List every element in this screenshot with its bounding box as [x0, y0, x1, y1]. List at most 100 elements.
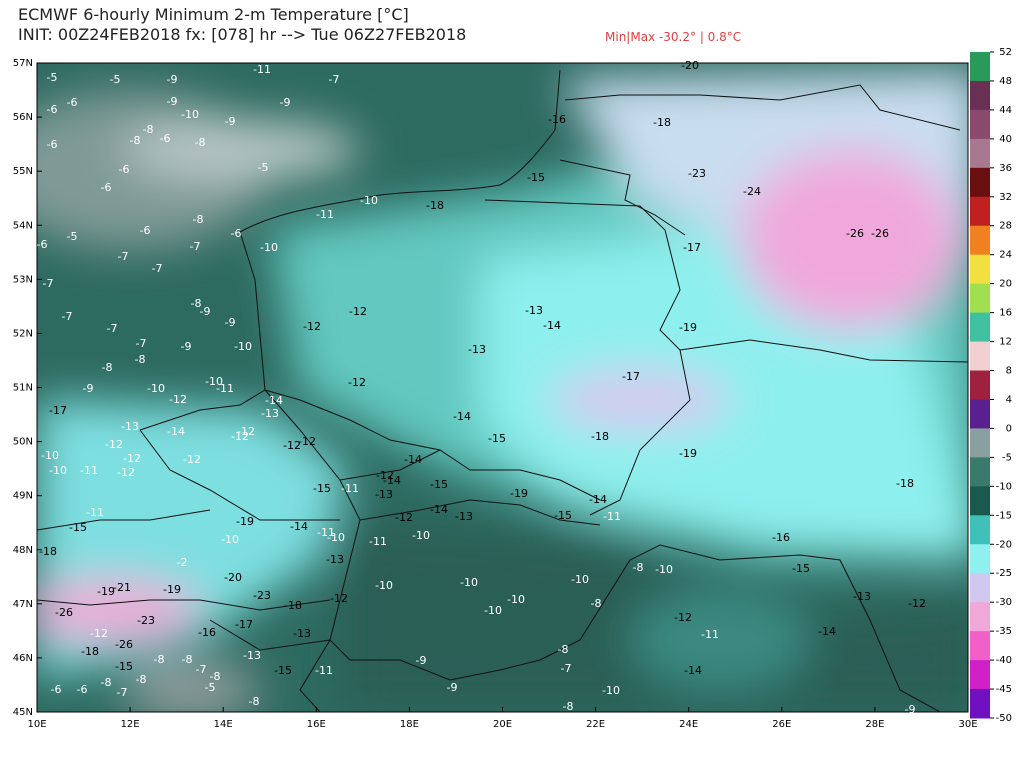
colorbar-label: 12: [999, 337, 1012, 348]
temperature-label: -11: [315, 664, 333, 677]
temperature-label: -14: [404, 453, 422, 466]
colorbar-label: -35: [996, 626, 1012, 637]
temperature-label: -12: [349, 305, 367, 318]
temperature-label: -11: [80, 464, 98, 477]
colorbar-label: -25: [996, 568, 1012, 579]
lat-label: 48N: [13, 545, 33, 556]
temperature-label: -17: [235, 618, 253, 631]
temperature-label: -8: [195, 136, 206, 149]
temperature-label: -18: [426, 199, 444, 212]
colorbar-label: 24: [999, 250, 1012, 261]
temperature-label: -8: [135, 353, 146, 366]
temperature-label: -16: [548, 113, 566, 126]
temperature-label: -10: [602, 684, 620, 697]
temperature-label: -14: [430, 503, 448, 516]
colorbar-label: 44: [999, 105, 1012, 116]
temperature-label: -12: [283, 439, 301, 452]
temperature-label: -19: [163, 583, 181, 596]
colorbar-segment: [970, 254, 990, 285]
temperature-label: -10: [234, 340, 252, 353]
temperature-label: -14: [589, 493, 607, 506]
temperature-label: -13: [455, 510, 473, 523]
temperature-label: -6: [47, 138, 58, 151]
lat-label: 55N: [13, 166, 33, 177]
lon-label: 14E: [214, 719, 233, 730]
lon-label: 16E: [307, 719, 326, 730]
lon-label: 12E: [121, 719, 140, 730]
temperature-label: -15: [488, 432, 506, 445]
colorbar-segment: [970, 631, 990, 661]
temperature-label: -7: [152, 262, 163, 275]
temperature-label: -13: [243, 649, 261, 662]
temperature-label: -15: [527, 171, 545, 184]
temperature-label: -10: [507, 593, 525, 606]
temperature-label: -8: [102, 361, 113, 374]
temperature-label: -8: [249, 695, 260, 708]
temperature-label: -13: [375, 488, 393, 501]
temperature-label: -12: [117, 466, 135, 479]
lat-label: 53N: [13, 274, 33, 285]
colorbar-segment: [970, 602, 990, 632]
axes: 57N56N55N54N53N52N51N50N49N48N47N46N45N1…: [13, 58, 978, 730]
temperature-label: -26: [115, 638, 133, 651]
temperature-label: -6: [119, 163, 130, 176]
temperature-label: -23: [253, 589, 271, 602]
temperature-label: -12: [231, 430, 249, 443]
temperature-label: -9: [181, 340, 192, 353]
temperature-label: -18: [81, 645, 99, 658]
temperature-label: -12: [348, 376, 366, 389]
temperature-label: -10: [41, 449, 59, 462]
lon-label: 28E: [865, 719, 884, 730]
temperature-label: -10: [260, 241, 278, 254]
temperature-label: -6: [47, 103, 58, 116]
temperature-label: -8: [130, 134, 141, 147]
lon-label: 24E: [679, 719, 698, 730]
temperature-label: -12: [123, 452, 141, 465]
temperature-label: -13: [853, 590, 871, 603]
lon-label: 30E: [958, 719, 977, 730]
temperature-label: -10: [181, 108, 199, 121]
temperature-label: -9: [447, 681, 458, 694]
temperature-label: -9: [416, 654, 427, 667]
temperature-label: -11: [341, 482, 359, 495]
temperature-label: -8: [558, 643, 569, 656]
temperature-label: -15: [554, 509, 572, 522]
temperature-label: -15: [313, 482, 331, 495]
temperature-label: -6: [51, 683, 62, 696]
min-max: Min|Max -30.2° | 0.8°C: [605, 30, 741, 44]
lat-label: 50N: [13, 437, 33, 448]
lat-label: 46N: [13, 653, 33, 664]
temperature-label: -11: [316, 208, 334, 221]
temperature-label: -6: [140, 224, 151, 237]
lon-label: 20E: [493, 719, 512, 730]
temperature-label: -10: [484, 604, 502, 617]
temperature-label: -5: [110, 73, 121, 86]
temperature-label: -14: [543, 319, 561, 332]
colorbar-label: -5: [1002, 452, 1012, 463]
temperature-label: -23: [137, 614, 155, 627]
colorbar-segment: [970, 341, 990, 372]
temperature-label: -10: [375, 579, 393, 592]
colorbar-segment: [970, 370, 990, 400]
temperature-label: -14: [818, 625, 836, 638]
temperature-label: -7: [117, 686, 128, 699]
colorbar-segment: [970, 225, 990, 256]
colorbar-label: 48: [999, 76, 1012, 87]
temperature-label: -8: [193, 213, 204, 226]
lat-label: 51N: [13, 383, 33, 394]
temperature-label: -8: [633, 561, 644, 574]
temperature-label: -15: [792, 562, 810, 575]
temperature-label: -9: [83, 382, 94, 395]
temperature-label: -18: [591, 430, 609, 443]
temperature-label: -6: [231, 227, 242, 240]
temperature-label: -18: [896, 477, 914, 490]
temperature-label: -13: [121, 420, 139, 433]
lon-label: 10E: [27, 719, 46, 730]
temperature-label: -26: [846, 227, 864, 240]
temperature-label: -7: [136, 337, 147, 350]
lat-label: 56N: [13, 112, 33, 123]
temperature-label: -10: [147, 382, 165, 395]
colorbar-segment: [970, 196, 990, 227]
temperature-label: -7: [107, 322, 118, 335]
